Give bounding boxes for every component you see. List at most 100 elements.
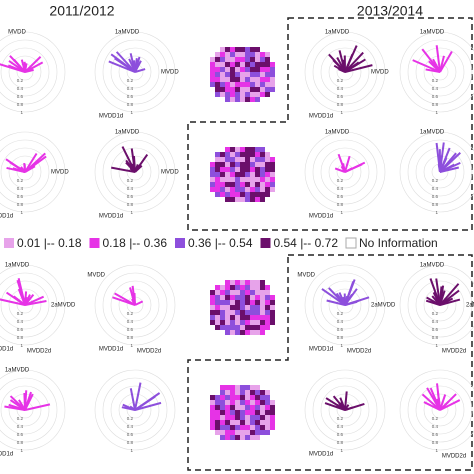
map-cell — [255, 157, 260, 162]
map-cell — [220, 187, 225, 192]
map-cell — [245, 310, 250, 315]
map-cell — [245, 330, 250, 335]
map-cell — [255, 182, 260, 187]
ring — [118, 393, 152, 427]
ring-label: 0.4 — [127, 319, 134, 324]
map-cell — [250, 280, 255, 285]
map-cell — [255, 300, 260, 305]
map-cell — [245, 305, 250, 310]
ring-label: 0.8 — [337, 202, 344, 207]
map-cell — [245, 147, 250, 152]
map-cell — [240, 305, 245, 310]
ring-label: 0.6 — [17, 327, 24, 332]
map-cell — [215, 410, 220, 415]
map-cell — [260, 320, 265, 325]
petal — [344, 64, 373, 73]
ring-label: 0.6 — [337, 327, 344, 332]
map-cell — [250, 177, 255, 182]
map-cell — [225, 152, 230, 157]
ring — [110, 280, 160, 330]
ring — [0, 264, 66, 346]
map-cell — [240, 385, 245, 390]
map-cell — [240, 295, 245, 300]
map-cell — [220, 300, 225, 305]
map-cell — [235, 67, 240, 72]
map-cell — [265, 295, 270, 300]
map-cell — [220, 285, 225, 290]
map-cell — [215, 300, 220, 305]
legend-label: 0.36 |-- 0.54 — [188, 236, 253, 250]
ring-label: 0.6 — [127, 432, 134, 437]
map-cell — [215, 290, 220, 295]
map-cell — [230, 305, 235, 310]
ring-label: 0.8 — [127, 440, 134, 445]
map-cell — [225, 310, 230, 315]
axis-label: MVDD1d — [99, 114, 123, 120]
map-cell — [240, 67, 245, 72]
ring-label: 0.2 — [127, 416, 134, 421]
ring-label: 0.4 — [337, 86, 344, 91]
map-cell — [260, 415, 265, 420]
map-cell — [225, 300, 230, 305]
map-cell — [215, 315, 220, 320]
map-cell — [220, 385, 225, 390]
map-cell — [220, 315, 225, 320]
map-cell — [220, 87, 225, 92]
map-cell — [260, 300, 265, 305]
ring — [0, 272, 58, 338]
map-cell — [235, 285, 240, 290]
axis-label: MVDD1d — [0, 214, 13, 220]
map-cell — [210, 162, 215, 167]
map-cell — [220, 290, 225, 295]
map-cell — [210, 415, 215, 420]
ring-label: 0.6 — [337, 194, 344, 199]
map-cell — [240, 187, 245, 192]
ring-label: 1 — [20, 210, 23, 215]
map-cell — [230, 147, 235, 152]
map-cell — [240, 47, 245, 52]
petal — [344, 51, 364, 73]
map-cell — [240, 300, 245, 305]
map-cell — [240, 77, 245, 82]
map-cell — [265, 162, 270, 167]
ring — [0, 377, 58, 443]
map-cell — [235, 72, 240, 77]
map-cell — [225, 330, 230, 335]
map-cell — [215, 87, 220, 92]
map-cell — [220, 405, 225, 410]
ring-label: 0.2 — [432, 311, 439, 316]
map-cell — [215, 67, 220, 72]
ring-label: 0.2 — [17, 178, 24, 183]
ring — [423, 55, 457, 89]
map-cell — [250, 72, 255, 77]
map-cell — [235, 47, 240, 52]
map-cell — [265, 52, 270, 57]
map-cell — [235, 57, 240, 62]
map-cell — [245, 300, 250, 305]
map-cell — [255, 285, 260, 290]
ring — [94, 31, 176, 113]
petal — [24, 403, 51, 411]
petal — [439, 166, 460, 173]
map-cell — [250, 147, 255, 152]
map-cell — [260, 425, 265, 430]
map-cell — [265, 187, 270, 192]
map-cell — [270, 305, 275, 310]
ring — [423, 393, 457, 427]
map-cell — [260, 280, 265, 285]
axis-label: 1aMVDD — [115, 30, 140, 36]
map-cell — [270, 77, 275, 82]
map-cell — [265, 172, 270, 177]
map-cell — [225, 67, 230, 72]
map-cell — [270, 405, 275, 410]
axis-label: 1aMVDD — [420, 263, 445, 269]
map-cell — [235, 435, 240, 440]
petal — [115, 51, 136, 73]
axis-label: MVDD2d — [137, 349, 161, 355]
map-cell — [225, 435, 230, 440]
map-cell — [235, 177, 240, 182]
map-cell — [255, 67, 260, 72]
map-cell — [220, 415, 225, 420]
petal — [134, 401, 162, 411]
map-cell — [260, 285, 265, 290]
